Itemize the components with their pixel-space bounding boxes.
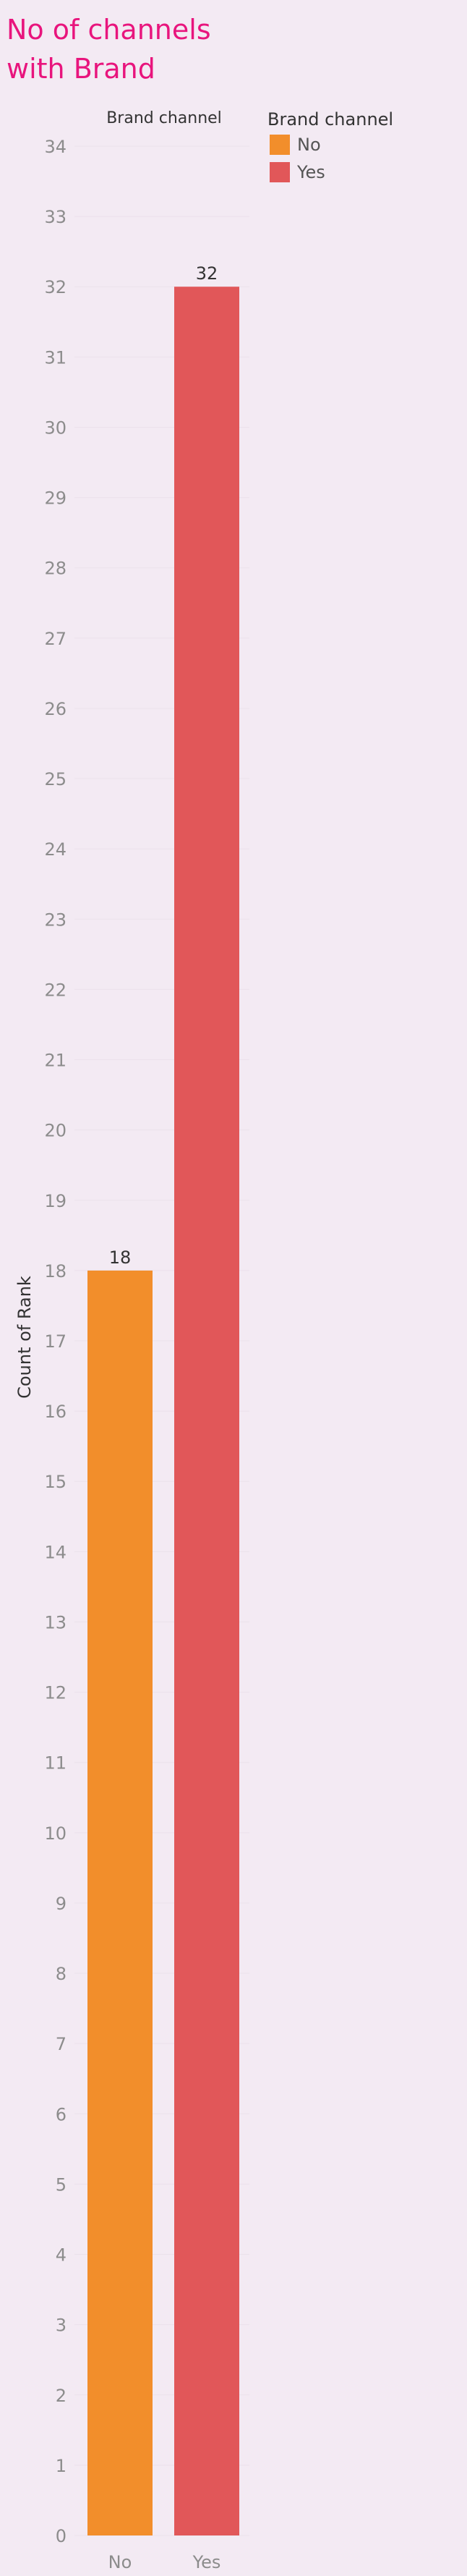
y-tick-label: 29: [44, 488, 67, 509]
chart-title: No of channels with Brand: [7, 14, 211, 85]
y-tick-label: 17: [44, 1331, 67, 1352]
data-label: 32: [196, 263, 218, 284]
y-tick-label: 14: [44, 1542, 67, 1562]
y-tick-label: 21: [44, 1051, 67, 1071]
data-label: 18: [109, 1247, 132, 1268]
y-tick-label: 26: [44, 699, 67, 719]
y-tick-label: 1: [56, 2456, 67, 2476]
y-tick-label: 11: [44, 1753, 67, 1774]
y-axis-ticks: 0123456789101112131415161718192021222324…: [44, 137, 67, 2546]
bar-yes: [174, 287, 239, 2535]
y-tick-label: 9: [56, 1894, 67, 1914]
y-tick-label: 18: [44, 1261, 67, 1281]
y-tick-label: 13: [44, 1612, 67, 1632]
category-label: No: [108, 2552, 132, 2572]
y-tick-label: 33: [44, 207, 67, 227]
legend-label: No: [297, 135, 321, 155]
y-tick-label: 28: [44, 559, 67, 579]
y-tick-label: 24: [44, 839, 67, 860]
y-tick-label: 8: [56, 1964, 67, 1984]
legend-entries: No Yes: [270, 135, 325, 182]
column-header: Brand channel: [106, 109, 222, 127]
y-tick-label: 6: [56, 2104, 67, 2124]
y-tick-label: 30: [44, 418, 67, 438]
y-tick-label: 4: [56, 2245, 67, 2266]
y-tick-label: 19: [44, 1191, 67, 1211]
y-tick-label: 2: [56, 2386, 67, 2406]
legend-label: Yes: [296, 162, 325, 182]
y-tick-label: 31: [44, 347, 67, 368]
y-tick-label: 20: [44, 1121, 67, 1141]
y-tick-label: 3: [56, 2316, 67, 2336]
y-tick-label: 25: [44, 769, 67, 789]
y-tick-label: 12: [44, 1683, 67, 1703]
y-tick-label: 15: [44, 1472, 67, 1492]
y-tick-label: 27: [44, 629, 67, 649]
y-tick-label: 10: [44, 1823, 67, 1844]
bar-no: [87, 1270, 153, 2535]
legend-swatch: [270, 162, 290, 182]
y-tick-label: 0: [56, 2526, 67, 2546]
y-tick-label: 34: [44, 137, 67, 157]
y-tick-label: 16: [44, 1402, 67, 1422]
category-label: Yes: [192, 2552, 221, 2572]
y-tick-label: 32: [44, 277, 67, 297]
legend-swatch: [270, 135, 290, 155]
y-tick-label: 5: [56, 2174, 67, 2195]
bars: [87, 287, 239, 2535]
y-axis-label: Count of Rank: [14, 1276, 35, 1399]
x-axis-categories: No Yes: [108, 2552, 221, 2572]
y-tick-label: 23: [44, 910, 67, 930]
legend-title: Brand channel: [267, 109, 393, 130]
y-tick-label: 7: [56, 2034, 67, 2054]
y-tick-label: 22: [44, 980, 67, 1000]
legend: Brand channel No Yes: [267, 109, 393, 182]
